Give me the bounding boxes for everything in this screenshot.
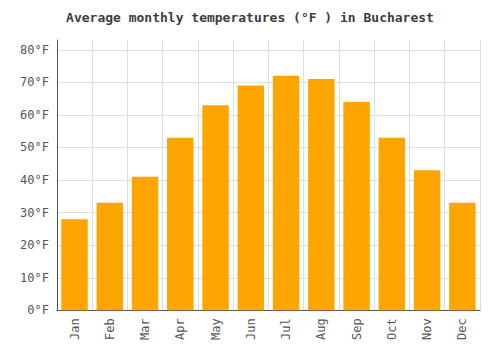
svg-text:50°F: 50°F [20, 140, 49, 154]
svg-text:10°F: 10°F [20, 271, 49, 285]
svg-text:70°F: 70°F [20, 75, 49, 89]
svg-text:Average monthly temperatures (: Average monthly temperatures (°F ) in Bu… [66, 10, 434, 25]
svg-text:Sep: Sep [350, 318, 364, 340]
svg-text:Jan: Jan [68, 318, 82, 340]
svg-text:Apr: Apr [173, 318, 187, 340]
svg-text:Aug: Aug [314, 318, 328, 340]
svg-text:60°F: 60°F [20, 108, 49, 122]
svg-text:30°F: 30°F [20, 206, 49, 220]
svg-text:May: May [209, 318, 223, 340]
svg-text:Nov: Nov [420, 318, 434, 340]
svg-text:Feb: Feb [103, 318, 117, 340]
svg-text:20°F: 20°F [20, 238, 49, 252]
svg-text:0°F: 0°F [27, 303, 49, 317]
svg-text:Oct: Oct [385, 318, 399, 340]
svg-text:80°F: 80°F [20, 43, 49, 57]
svg-text:Jun: Jun [244, 318, 258, 340]
svg-text:Jul: Jul [279, 318, 293, 340]
svg-text:Dec: Dec [455, 318, 469, 340]
svg-text:40°F: 40°F [20, 173, 49, 187]
svg-text:Mar: Mar [138, 318, 152, 340]
